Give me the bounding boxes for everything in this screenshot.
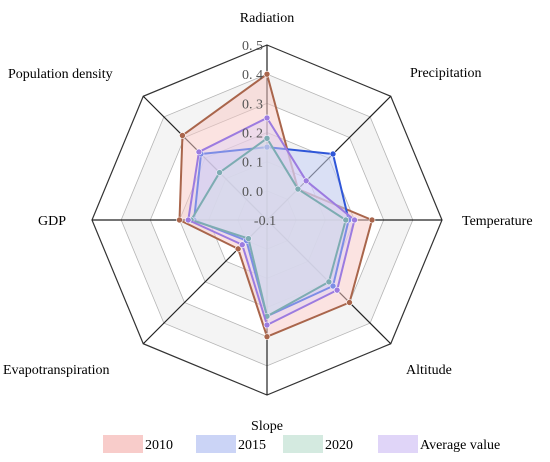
data-point (329, 150, 337, 158)
data-point (238, 241, 246, 249)
axis-label: Altitude (406, 363, 452, 378)
data-point (263, 135, 271, 142)
axis-label: Radiation (240, 11, 294, 26)
axis-label: Temperature (462, 214, 533, 229)
data-point (263, 70, 271, 78)
data-point (234, 245, 242, 253)
axis-label: Population density (8, 67, 113, 82)
data-point (184, 216, 192, 224)
data-point (333, 286, 341, 294)
legend-swatch (378, 435, 418, 453)
data-point (329, 282, 337, 290)
tick-label: 0. 1 (242, 156, 263, 171)
legend-swatch (283, 435, 323, 453)
data-point (176, 216, 183, 224)
axis-labels: Radiation Precipitation Temperature Altitud… (3, 11, 533, 434)
legend-label: 2015 (238, 438, 266, 453)
axis-label: Slope (251, 419, 283, 434)
tick-label: 0. 4 (242, 68, 263, 83)
legend-label: 2020 (325, 438, 353, 453)
data-point (302, 177, 310, 185)
axis-label: Precipitation (410, 66, 482, 81)
data-point (263, 114, 271, 122)
legend-item: 2020 (283, 435, 353, 453)
data-point (245, 235, 252, 242)
data-point (368, 216, 376, 224)
data-point (179, 132, 186, 139)
series-layer (176, 70, 376, 340)
legend-swatch (103, 435, 143, 453)
radial-tick-labels: 0. 0 0. 1 0. 2 0. 3 0. 4 0. 5 -0.1 (242, 39, 276, 229)
legend-label: 2010 (145, 438, 173, 453)
data-point (346, 299, 353, 306)
data-point (342, 216, 350, 224)
data-point (294, 185, 302, 193)
axis-label: GDP (38, 214, 66, 229)
legend-label: Average value (420, 438, 500, 453)
legend-item: Average value (378, 435, 500, 453)
series-2 (187, 135, 350, 320)
tick-label: 0. 3 (242, 97, 263, 112)
legend-item: 2010 (103, 435, 173, 453)
data-point (195, 148, 203, 156)
tick-label: -0.1 (254, 214, 276, 229)
legend: 2010 2015 2020 Average value (103, 435, 500, 453)
axis-label: Evapotranspiration (3, 363, 110, 378)
data-point (351, 216, 358, 224)
series-3 (184, 114, 358, 329)
tick-label: 0. 2 (242, 127, 263, 142)
legend-item: 2015 (196, 435, 266, 453)
legend-swatch (196, 435, 236, 453)
tick-label: 0. 5 (242, 39, 263, 54)
data-point (216, 169, 223, 176)
tick-label: 0. 0 (242, 185, 263, 200)
data-point (263, 333, 271, 340)
data-point (263, 321, 271, 329)
data-point (325, 278, 333, 286)
